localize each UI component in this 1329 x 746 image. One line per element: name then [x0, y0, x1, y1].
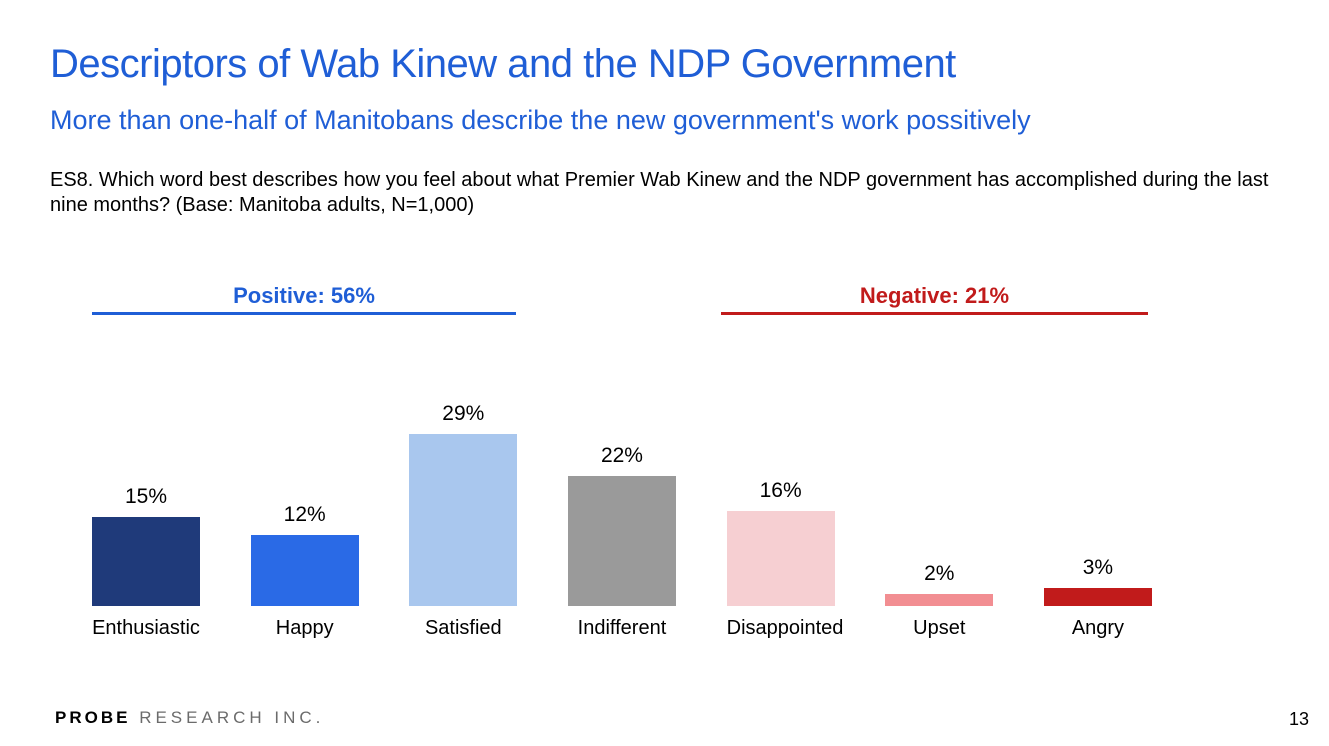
- category-label: Upset: [885, 617, 993, 640]
- bar: [251, 535, 359, 606]
- category-label: Happy: [251, 617, 359, 640]
- slide-title: Descriptors of Wab Kinew and the NDP Gov…: [50, 42, 1279, 87]
- bar-value-label: 15%: [125, 485, 167, 509]
- page-number: 13: [1289, 709, 1309, 730]
- category-label: Indifferent: [568, 617, 676, 640]
- bars-row: 15% 12% 29% 22% 16% 2% 3%: [92, 330, 1152, 606]
- bar-value-label: 2%: [924, 562, 954, 586]
- bar: [727, 511, 835, 606]
- bar: [1044, 588, 1152, 606]
- bar-value-label: 12%: [284, 503, 326, 527]
- bar-col: 2%: [885, 562, 993, 606]
- slide: Descriptors of Wab Kinew and the NDP Gov…: [0, 0, 1329, 746]
- labels-row: Enthusiastic Happy Satisfied Indifferent Dis…: [92, 617, 1152, 640]
- bar: [885, 594, 993, 606]
- group-label-negative: Negative: 21%: [721, 283, 1148, 309]
- group-rule-positive: [92, 312, 516, 315]
- category-label: Enthusiastic: [92, 617, 200, 640]
- group-rule-negative: [721, 312, 1148, 315]
- bar-value-label: 22%: [601, 444, 643, 468]
- bar-col: 16%: [727, 479, 835, 606]
- bar: [409, 434, 517, 606]
- bar-col: 29%: [409, 402, 517, 606]
- bar-chart: 15% 12% 29% 22% 16% 2% 3% Enthusiastic Happy Sat…: [92, 330, 1152, 640]
- bar-col: 15%: [92, 485, 200, 606]
- bar: [568, 476, 676, 606]
- footer-logo: PROBE RESEARCH INC.: [55, 708, 324, 728]
- category-label: Disappointed: [727, 617, 835, 640]
- bar-value-label: 29%: [442, 402, 484, 426]
- slide-subtitle: More than one-half of Manitobans describ…: [50, 105, 1279, 136]
- bar-col: 12%: [251, 503, 359, 606]
- category-label: Satisfied: [409, 617, 517, 640]
- bar: [92, 517, 200, 606]
- bar-col: 22%: [568, 444, 676, 606]
- category-label: Angry: [1044, 617, 1152, 640]
- bar-col: 3%: [1044, 556, 1152, 606]
- question-text: ES8. Which word best describes how you f…: [50, 168, 1279, 218]
- group-label-positive: Positive: 56%: [92, 283, 516, 309]
- logo-light: RESEARCH INC.: [130, 708, 324, 727]
- bar-value-label: 16%: [760, 479, 802, 503]
- bar-value-label: 3%: [1083, 556, 1113, 580]
- logo-bold: PROBE: [55, 708, 130, 727]
